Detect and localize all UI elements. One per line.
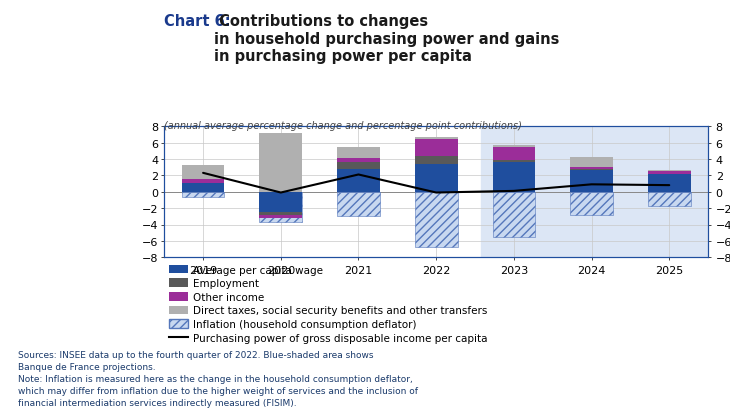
Bar — [493, 163, 535, 192]
Bar — [648, 192, 691, 207]
Bar — [415, 140, 458, 156]
Bar — [259, 213, 302, 215]
Bar — [570, 158, 613, 168]
Bar — [182, 180, 224, 183]
Bar — [259, 192, 302, 213]
Bar — [415, 137, 458, 140]
Bar — [259, 192, 302, 222]
Text: (annual average percentage change and percentage point contributions): (annual average percentage change and pe… — [164, 121, 522, 130]
Bar — [337, 159, 380, 163]
Bar — [337, 192, 380, 217]
Bar — [570, 170, 613, 192]
Bar — [182, 165, 224, 180]
Text: Sources: INSEE data up to the fourth quarter of 2022. Blue-shaded area shows
Ban: Sources: INSEE data up to the fourth qua… — [18, 351, 418, 407]
Bar — [415, 156, 458, 164]
Bar — [493, 192, 535, 237]
Bar — [493, 148, 535, 160]
Bar — [648, 175, 691, 192]
Legend: Average per capita wage, Employment, Other income, Direct taxes, social security: Average per capita wage, Employment, Oth… — [169, 265, 488, 343]
Bar — [259, 215, 302, 218]
Bar — [337, 147, 380, 159]
Bar — [570, 192, 613, 215]
Bar — [570, 169, 613, 170]
Bar — [481, 127, 710, 258]
Bar — [570, 168, 613, 169]
Bar — [259, 133, 302, 192]
Bar — [648, 170, 691, 172]
Bar — [493, 160, 535, 163]
Bar — [337, 169, 380, 192]
Bar — [493, 146, 535, 148]
Bar — [182, 183, 224, 192]
Text: Chart 6:: Chart 6: — [164, 14, 231, 29]
Bar — [415, 192, 458, 248]
Bar — [648, 172, 691, 174]
Text: Contributions to changes
in household purchasing power and gains
in purchasing p: Contributions to changes in household pu… — [214, 14, 559, 64]
Bar — [182, 192, 224, 198]
Bar — [337, 163, 380, 169]
Bar — [648, 174, 691, 175]
Bar — [415, 164, 458, 192]
